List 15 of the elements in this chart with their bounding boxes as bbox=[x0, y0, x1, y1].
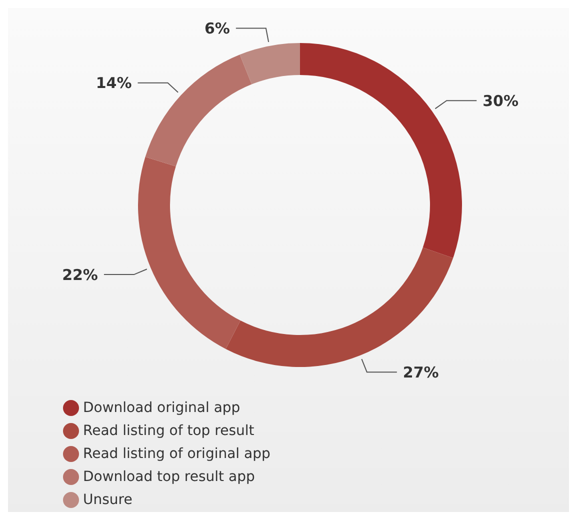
data-label: 6% bbox=[204, 20, 230, 38]
data-label: 27% bbox=[402, 363, 439, 382]
donut-slice bbox=[138, 156, 240, 349]
data-label: 14% bbox=[96, 74, 132, 92]
donut-slice bbox=[240, 43, 300, 84]
legend-label: Download original app bbox=[83, 400, 240, 416]
legend-label: Read listing of original app bbox=[83, 446, 270, 462]
data-label: 22% bbox=[62, 266, 98, 284]
legend-label: Read listing of top result bbox=[83, 423, 254, 439]
donut-slice bbox=[300, 43, 462, 258]
donut-slice bbox=[145, 54, 252, 166]
legend-label: Unsure bbox=[83, 492, 132, 508]
donut-slice bbox=[226, 248, 454, 367]
data-label: 30% bbox=[482, 92, 519, 110]
legend-label: Download top result app bbox=[83, 469, 255, 485]
